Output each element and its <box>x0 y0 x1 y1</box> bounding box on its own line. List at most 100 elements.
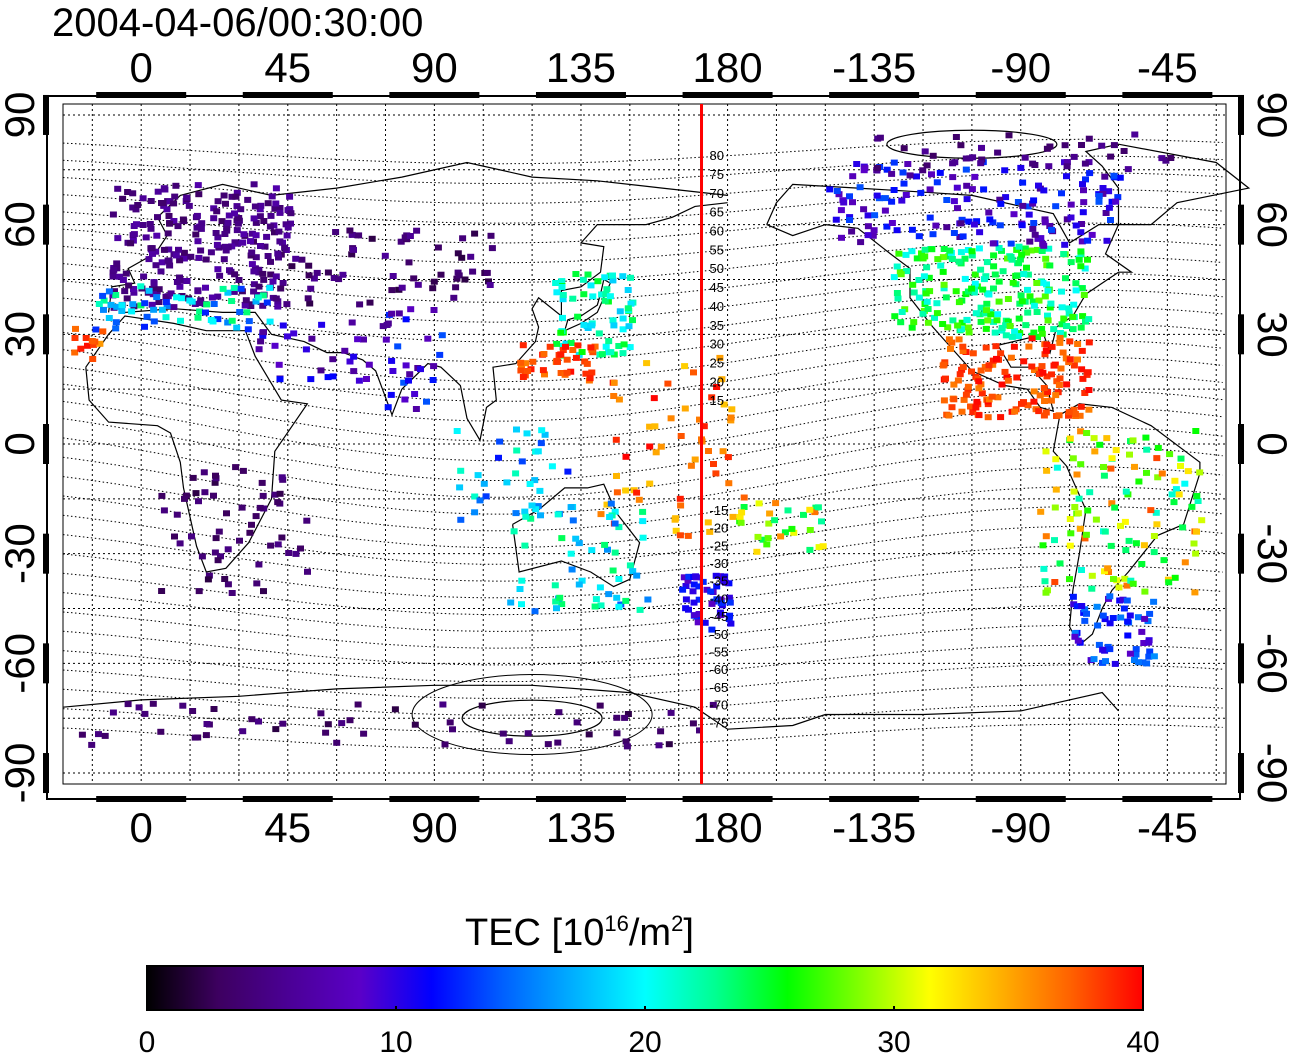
tec-point <box>109 211 117 218</box>
tec-point <box>687 462 695 469</box>
tec-point <box>945 336 953 343</box>
tec-point <box>605 338 613 345</box>
tec-point <box>1067 201 1075 208</box>
tec-point <box>689 720 697 727</box>
tec-point <box>597 602 605 609</box>
tec-point <box>1066 338 1074 345</box>
tec-point <box>1066 576 1073 583</box>
tec-point <box>121 288 129 295</box>
tec-point <box>187 253 195 260</box>
tec-point <box>771 517 779 524</box>
tec-point <box>244 196 252 203</box>
contour-line <box>62 704 1223 733</box>
tec-point <box>221 576 229 582</box>
tec-point <box>1013 246 1021 253</box>
tec-point <box>248 230 256 237</box>
tec-point <box>559 296 567 303</box>
tec-point <box>1143 469 1150 476</box>
tec-point <box>1001 167 1009 174</box>
tec-point <box>279 322 287 329</box>
tec-point <box>486 282 494 288</box>
contour-label: 65 <box>710 205 724 220</box>
tec-point <box>1082 176 1089 183</box>
tec-point <box>253 580 261 587</box>
tec-point <box>471 493 479 500</box>
tec-point <box>267 212 275 219</box>
tec-point <box>162 293 170 300</box>
tec-point <box>1117 522 1124 529</box>
tec-point <box>893 263 901 270</box>
tec-point <box>210 492 217 499</box>
tec-point <box>158 306 166 313</box>
tec-point <box>278 534 286 541</box>
tec-point <box>554 739 562 746</box>
tec-point <box>624 305 632 312</box>
tec-point <box>527 515 535 522</box>
tec-point <box>1134 614 1142 621</box>
tec-point <box>128 308 136 315</box>
frame-tick-right <box>1238 643 1244 684</box>
tec-point <box>158 200 165 206</box>
tec-point <box>1039 240 1047 247</box>
tec-point <box>232 193 240 200</box>
frame-tick-top <box>1122 92 1213 98</box>
tec-point <box>363 376 370 382</box>
tec-point <box>613 730 621 737</box>
tec-point <box>1002 194 1010 201</box>
tec-point <box>1062 355 1070 362</box>
lat-label-right: 0 <box>1249 432 1292 455</box>
tec-point <box>1013 272 1021 279</box>
tec-point <box>955 336 963 343</box>
tec-point <box>619 326 627 333</box>
tec-point <box>247 238 254 245</box>
tec-point <box>622 597 630 604</box>
colorbar-tick-labels: 0 10 20 30 40 <box>139 1006 1160 1057</box>
tec-point <box>716 609 724 616</box>
tec-point <box>985 209 993 216</box>
tec-point <box>1040 385 1048 391</box>
contour-labels: 80 75 70 65 60 55 50 45 40 35 30 25 20 15 -15 -20 -25 -30… <box>710 148 729 730</box>
tec-point <box>989 361 997 368</box>
tec-point <box>398 284 406 291</box>
tec-point <box>691 612 699 619</box>
tec-point <box>141 323 148 330</box>
coastline-segment <box>62 684 1119 730</box>
tec-point <box>598 351 606 358</box>
contour-label: 70 <box>710 186 724 201</box>
tec-point <box>88 741 96 748</box>
tec-point <box>601 274 609 281</box>
tec-point <box>155 299 163 305</box>
contour-label: -20 <box>710 521 729 536</box>
tec-point <box>272 726 280 733</box>
tec-point <box>957 142 965 149</box>
contour-line <box>62 684 1223 716</box>
tec-point <box>1069 593 1077 600</box>
tec-point <box>1066 356 1074 363</box>
tec-point <box>848 228 856 235</box>
frame-tick-bottom <box>242 796 333 802</box>
tec-point <box>1107 465 1115 472</box>
tec-point <box>950 381 958 388</box>
tec-point <box>1043 341 1051 348</box>
tec-point <box>1088 572 1096 579</box>
tec-point <box>923 298 931 305</box>
tec-point <box>71 335 79 341</box>
tec-point <box>1141 588 1149 595</box>
tec-point <box>559 292 567 298</box>
tec-point <box>864 232 872 239</box>
tec-point <box>908 226 916 233</box>
tec-point <box>1171 477 1179 484</box>
tec-point <box>940 397 948 404</box>
lon-label-top: -45 <box>1137 44 1198 91</box>
tec-point <box>1146 648 1154 655</box>
tec-point <box>553 340 561 347</box>
tec-point <box>998 381 1006 388</box>
tec-point <box>963 316 971 323</box>
tec-point <box>1093 603 1101 610</box>
tec-point <box>214 266 222 273</box>
tec-point <box>558 535 566 542</box>
tec-point <box>544 741 552 748</box>
tec-point <box>1004 296 1012 302</box>
tec-point <box>424 335 432 342</box>
